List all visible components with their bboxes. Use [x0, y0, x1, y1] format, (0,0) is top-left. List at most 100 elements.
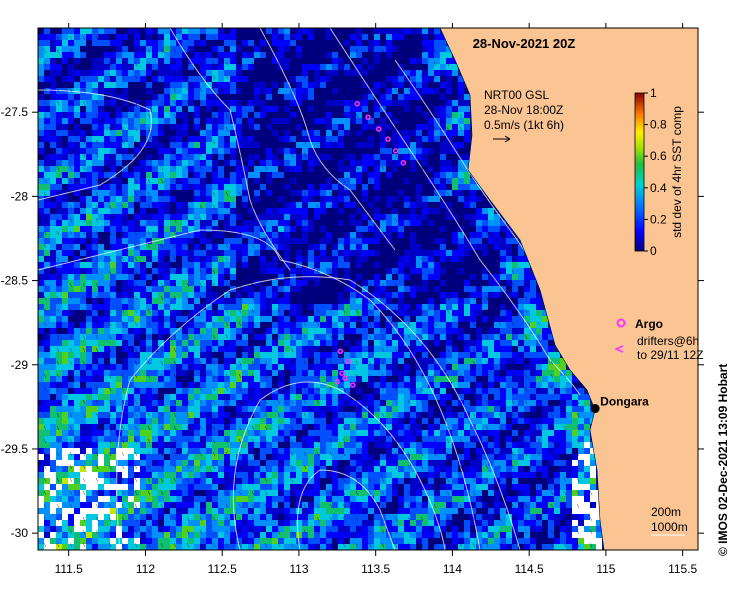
sst-pixel — [338, 142, 344, 148]
sst-pixel — [362, 196, 368, 202]
sst-pixel — [422, 34, 428, 40]
sst-pixel — [278, 196, 284, 202]
sst-pixel — [272, 334, 278, 340]
sst-pixel — [344, 70, 350, 76]
sst-pixel — [350, 292, 356, 298]
sst-pixel — [218, 100, 224, 106]
sst-pixel — [146, 70, 152, 76]
sst-pixel — [248, 118, 254, 124]
sst-pixel — [134, 406, 140, 412]
sst-pixel — [236, 286, 242, 292]
sst-pixel — [38, 160, 44, 166]
sst-pixel — [392, 82, 398, 88]
sst-pixel — [464, 124, 470, 130]
sst-pixel — [374, 316, 380, 322]
sst-pixel — [374, 112, 380, 118]
sst-pixel — [314, 238, 320, 244]
sst-pixel — [74, 244, 80, 250]
sst-pixel — [440, 298, 446, 304]
sst-pixel — [170, 160, 176, 166]
sst-pixel — [440, 316, 446, 322]
sst-pixel — [140, 238, 146, 244]
sst-pixel — [338, 28, 344, 34]
sst-pixel — [356, 64, 362, 70]
sst-pixel — [242, 238, 248, 244]
sst-pixel — [38, 280, 44, 286]
sst-pixel — [272, 352, 278, 358]
sst-pixel — [278, 256, 284, 262]
sst-pixel — [464, 358, 470, 364]
sst-pixel — [482, 388, 488, 394]
sst-pixel — [326, 142, 332, 148]
sst-pixel — [434, 160, 440, 166]
sst-pixel — [164, 232, 170, 238]
sst-pixel — [116, 286, 122, 292]
sst-pixel — [242, 268, 248, 274]
sst-pixel — [116, 190, 122, 196]
sst-pixel — [440, 100, 446, 106]
sst-pixel — [440, 190, 446, 196]
sst-pixel — [350, 100, 356, 106]
sst-pixel — [164, 28, 170, 34]
sst-pixel — [332, 220, 338, 226]
sst-pixel — [416, 82, 422, 88]
sst-pixel — [74, 88, 80, 94]
sst-pixel — [320, 232, 326, 238]
sst-pixel — [368, 130, 374, 136]
sst-pixel — [488, 226, 494, 232]
sst-pixel — [434, 280, 440, 286]
sst-pixel — [272, 166, 278, 172]
sst-pixel — [362, 298, 368, 304]
sst-pixel — [56, 100, 62, 106]
sst-pixel — [56, 64, 62, 70]
sst-pixel — [428, 256, 434, 262]
sst-pixel — [224, 136, 230, 142]
sst-pixel — [218, 322, 224, 328]
sst-pixel — [104, 364, 110, 370]
sst-pixel — [278, 262, 284, 268]
sst-pixel — [248, 370, 254, 376]
sst-pixel — [338, 286, 344, 292]
sst-pixel — [44, 28, 50, 34]
sst-pixel — [104, 70, 110, 76]
sst-pixel — [68, 34, 74, 40]
sst-pixel — [440, 58, 446, 64]
sst-pixel — [110, 316, 116, 322]
sst-pixel — [386, 58, 392, 64]
sst-pixel — [176, 118, 182, 124]
sst-pixel — [194, 124, 200, 130]
sst-pixel — [104, 154, 110, 160]
sst-pixel — [104, 202, 110, 208]
sst-pixel — [158, 304, 164, 310]
sst-pixel — [386, 364, 392, 370]
sst-pixel — [386, 406, 392, 412]
sst-pixel — [140, 280, 146, 286]
sst-pixel — [326, 184, 332, 190]
sst-pixel — [86, 148, 92, 154]
sst-pixel — [458, 364, 464, 370]
sst-pixel — [344, 202, 350, 208]
sst-pixel — [224, 148, 230, 154]
sst-pixel — [266, 196, 272, 202]
sst-pixel — [500, 340, 506, 346]
sst-pixel — [218, 364, 224, 370]
sst-pixel — [194, 82, 200, 88]
sst-pixel — [80, 94, 86, 100]
sst-pixel — [512, 292, 518, 298]
sst-pixel — [98, 178, 104, 184]
sst-pixel — [452, 370, 458, 376]
sst-pixel — [458, 322, 464, 328]
sst-pixel — [134, 328, 140, 334]
sst-pixel — [74, 382, 80, 388]
sst-pixel — [176, 394, 182, 400]
sst-pixel — [302, 292, 308, 298]
sst-pixel — [338, 70, 344, 76]
sst-pixel — [128, 154, 134, 160]
sst-pixel — [80, 286, 86, 292]
sst-pixel — [368, 184, 374, 190]
sst-pixel — [416, 238, 422, 244]
sst-pixel — [464, 202, 470, 208]
sst-pixel — [104, 256, 110, 262]
sst-pixel — [116, 106, 122, 112]
sst-pixel — [284, 202, 290, 208]
